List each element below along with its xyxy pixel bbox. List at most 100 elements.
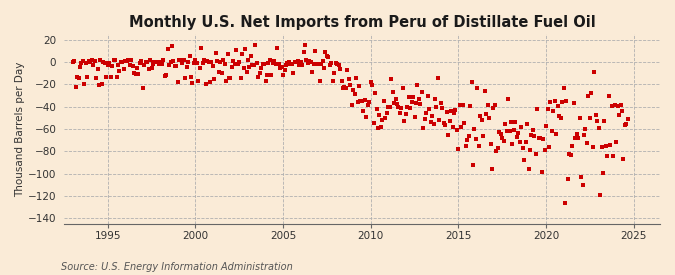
Point <box>230 62 240 67</box>
Point <box>532 107 543 111</box>
Point <box>221 79 232 83</box>
Point <box>438 121 449 125</box>
Point <box>192 61 202 65</box>
Point <box>193 79 204 83</box>
Point <box>144 58 155 62</box>
Point <box>284 60 294 65</box>
Point <box>403 95 414 99</box>
Point <box>472 86 483 90</box>
Point <box>311 62 322 67</box>
Point <box>522 122 533 127</box>
Point <box>173 80 184 85</box>
Point <box>468 163 479 168</box>
Point <box>111 75 122 79</box>
Point <box>478 133 489 138</box>
Point <box>134 61 145 65</box>
Point <box>443 132 454 137</box>
Point <box>88 62 99 67</box>
Point <box>462 138 472 142</box>
Point <box>548 109 559 113</box>
Point <box>304 58 315 63</box>
Point <box>408 95 418 100</box>
Point <box>266 73 277 77</box>
Point <box>370 90 381 95</box>
Point <box>409 115 420 119</box>
Point <box>398 86 408 90</box>
Point <box>453 147 464 152</box>
Point <box>458 102 468 107</box>
Point <box>447 124 458 129</box>
Point <box>182 65 192 70</box>
Point <box>454 103 465 108</box>
Point <box>155 60 166 64</box>
Point <box>97 81 107 86</box>
Point <box>212 59 223 64</box>
Point <box>469 126 480 131</box>
Point <box>108 58 119 63</box>
Point <box>392 102 402 106</box>
Point <box>78 58 88 63</box>
Point <box>396 106 407 111</box>
Point <box>124 63 135 67</box>
Point <box>263 61 274 65</box>
Point <box>79 82 90 86</box>
Point <box>399 119 410 123</box>
Point <box>180 76 190 80</box>
Point <box>517 146 528 150</box>
Point <box>275 66 286 70</box>
Point <box>107 64 117 69</box>
Point <box>206 60 217 64</box>
Point <box>449 111 460 115</box>
Point <box>475 114 486 119</box>
Point <box>92 67 103 71</box>
Point <box>203 60 214 65</box>
Point <box>405 105 416 110</box>
Point <box>502 129 512 133</box>
Point <box>526 133 537 137</box>
Point <box>232 62 243 66</box>
Point <box>105 75 116 79</box>
Point <box>393 105 404 109</box>
Point <box>375 125 386 129</box>
Point <box>466 80 477 84</box>
Point <box>606 104 617 109</box>
Point <box>395 111 406 116</box>
Point <box>298 50 309 55</box>
Point <box>253 75 264 79</box>
Point <box>574 116 585 120</box>
Point <box>198 58 209 62</box>
Point <box>383 105 394 109</box>
Point <box>379 99 389 103</box>
Point <box>542 107 553 111</box>
Point <box>260 79 271 84</box>
Point <box>90 76 101 80</box>
Point <box>479 89 490 93</box>
Point <box>70 85 81 89</box>
Point <box>488 106 499 110</box>
Point <box>305 60 316 64</box>
Point <box>308 61 319 66</box>
Point <box>157 62 167 66</box>
Point <box>554 114 564 118</box>
Point <box>367 83 377 88</box>
Point <box>139 63 150 67</box>
Point <box>118 67 129 72</box>
Point <box>73 75 84 80</box>
Point <box>415 102 426 107</box>
Point <box>244 65 255 69</box>
Point <box>319 66 329 70</box>
Point <box>374 113 385 117</box>
Point <box>231 47 242 52</box>
Point <box>190 57 200 62</box>
Point <box>282 61 293 65</box>
Point <box>365 80 376 85</box>
Point <box>433 76 443 80</box>
Point <box>434 118 445 122</box>
Point <box>98 60 109 64</box>
Point <box>276 65 287 69</box>
Point <box>177 60 188 65</box>
Point <box>69 58 80 63</box>
Point <box>188 61 199 65</box>
Point <box>504 128 515 133</box>
Point <box>610 103 620 107</box>
